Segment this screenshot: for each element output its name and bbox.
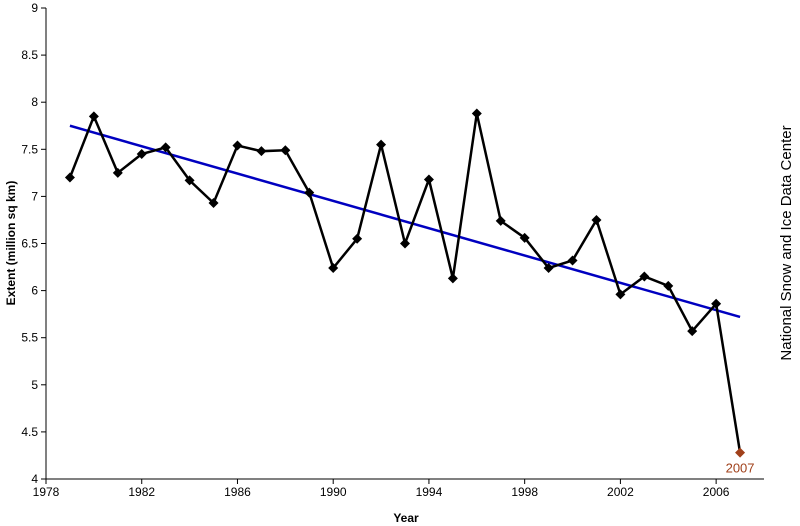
data-point — [591, 214, 602, 225]
data-point — [256, 146, 267, 157]
data-point — [423, 174, 434, 185]
y-tick-label: 7 — [31, 189, 38, 203]
y-axis-title: Extent (million sq km) — [4, 181, 18, 306]
x-tick-label: 1990 — [320, 485, 347, 499]
data-point — [519, 232, 530, 243]
data-point — [328, 262, 339, 273]
data-point — [711, 298, 722, 309]
data-point — [64, 172, 75, 183]
credit-label: National Snow and Ice Data Center — [778, 125, 795, 360]
data-point — [376, 139, 387, 150]
data-point — [160, 142, 171, 153]
y-tick-label: 4.5 — [21, 425, 38, 439]
y-tick-label: 5.5 — [21, 331, 38, 345]
data-point — [495, 215, 506, 226]
y-tick-label: 8.5 — [21, 48, 38, 62]
data-point — [208, 197, 219, 208]
data-point — [471, 108, 482, 119]
x-tick-label: 2006 — [703, 485, 730, 499]
y-tick-label: 7.5 — [21, 142, 38, 156]
data-point — [136, 149, 147, 160]
x-tick-label: 1982 — [128, 485, 155, 499]
x-tick-label: 2002 — [607, 485, 634, 499]
data-point — [400, 238, 410, 249]
y-tick-label: 4 — [31, 472, 38, 486]
data-point — [639, 271, 650, 282]
y-tick-label: 6 — [31, 284, 38, 298]
highlight-point — [735, 447, 746, 458]
trend-line — [69, 124, 741, 319]
x-tick-label: 1994 — [416, 485, 443, 499]
x-tick-label: 1986 — [224, 485, 251, 499]
x-tick-label: 1978 — [33, 485, 60, 499]
data-point — [543, 262, 554, 273]
x-axis-title: Year — [393, 511, 419, 525]
data-point — [687, 326, 698, 337]
x-tick-label: 1998 — [511, 485, 538, 499]
series-line — [68, 113, 742, 453]
data-point — [232, 140, 243, 151]
data-point — [304, 187, 315, 198]
data-point — [184, 175, 195, 186]
data-point — [615, 289, 626, 300]
y-tick-label: 8 — [31, 95, 38, 109]
data-point — [352, 233, 363, 244]
y-tick-label: 5 — [31, 378, 38, 392]
data-point — [280, 145, 291, 156]
data-point — [112, 167, 123, 178]
highlight-label: 2007 — [726, 461, 755, 476]
data-point — [447, 273, 458, 284]
data-point — [663, 280, 674, 291]
y-tick-label: 9 — [31, 1, 38, 15]
data-point — [567, 255, 578, 266]
y-tick-label: 6.5 — [21, 237, 38, 251]
data-point — [88, 111, 99, 122]
